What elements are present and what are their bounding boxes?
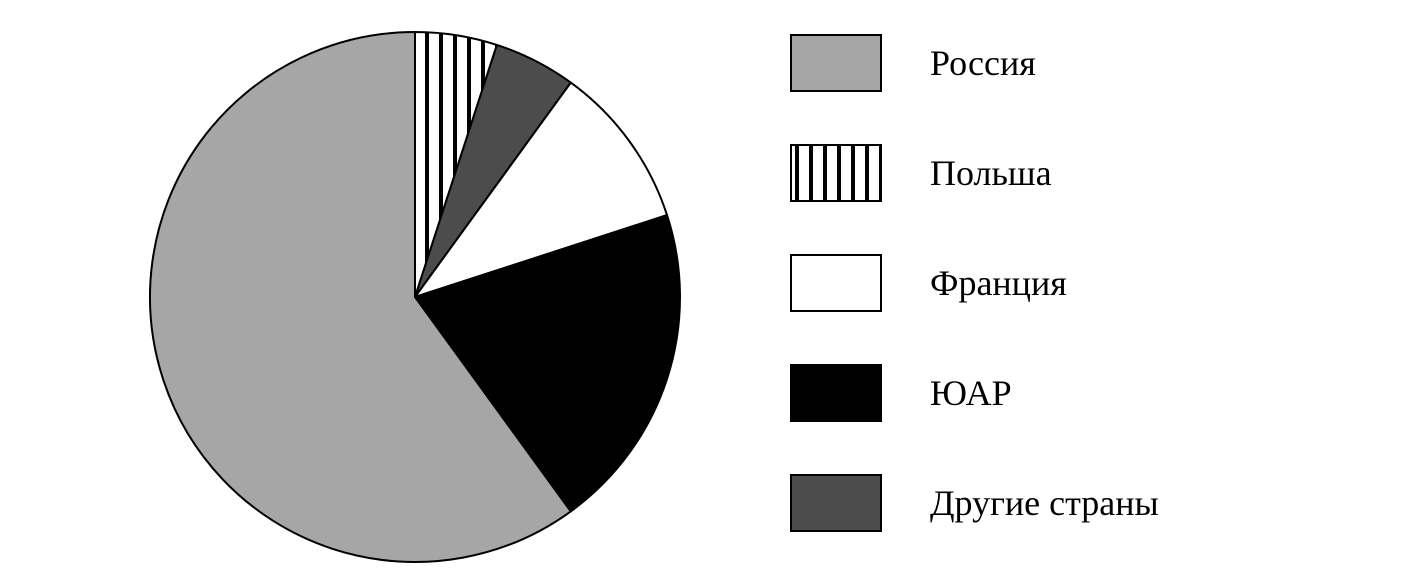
pie-chart	[0, 0, 684, 566]
legend-item: ЮАР	[790, 364, 1159, 422]
figure: Россия Польша Франция ЮАР Другие страны	[0, 0, 1427, 588]
legend-item: Франция	[790, 254, 1159, 312]
legend-swatch	[790, 144, 882, 202]
legend-label: Россия	[930, 42, 1036, 84]
legend-swatch	[790, 364, 882, 422]
legend-label: ЮАР	[930, 372, 1012, 414]
legend-item: Россия	[790, 34, 1159, 92]
legend-label: Другие страны	[930, 482, 1159, 524]
legend: Россия Польша Франция ЮАР Другие страны	[790, 34, 1159, 532]
legend-item: Польша	[790, 144, 1159, 202]
legend-item: Другие страны	[790, 474, 1159, 532]
legend-label: Франция	[930, 262, 1067, 304]
legend-swatch	[790, 254, 882, 312]
legend-label: Польша	[930, 152, 1052, 194]
legend-swatch	[790, 474, 882, 532]
legend-swatch	[790, 34, 882, 92]
